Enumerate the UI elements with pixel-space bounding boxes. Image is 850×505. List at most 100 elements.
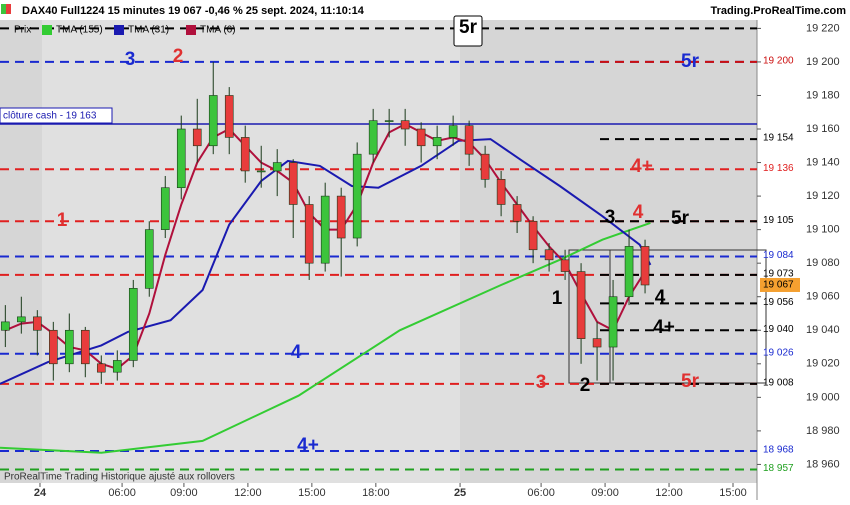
price-swatch-down: [6, 4, 11, 14]
candle-body: [544, 249, 554, 261]
source: Trading.ProRealTime.com: [710, 5, 846, 17]
level-label: 18 968: [763, 445, 794, 456]
last-price-label: 19 067: [763, 280, 794, 291]
price-legend: Prix: [14, 25, 31, 36]
candle-body: [160, 187, 170, 230]
x-tick-label: 24: [34, 487, 47, 499]
x-tick-label: 09:00: [170, 487, 198, 499]
x-tick-label: 06:00: [108, 487, 136, 499]
candle-body: [256, 170, 266, 173]
level-label: 19 105: [763, 215, 794, 226]
annotation-box: [453, 15, 483, 47]
annotation: 3: [125, 49, 136, 70]
candle-body: [400, 120, 410, 130]
annotation: 4+: [653, 317, 675, 338]
candle-body: [512, 204, 522, 222]
x-tick-label: 09:00: [591, 487, 619, 499]
candle-body: [464, 125, 474, 155]
y-tick-label: 18 960: [806, 458, 840, 470]
candle-body: [448, 125, 458, 138]
candle-body: [576, 271, 586, 339]
y-tick-label: 19 040: [806, 324, 840, 336]
candle-body: [560, 259, 570, 272]
y-tick-label: 19 120: [806, 190, 840, 202]
candle-body: [528, 220, 538, 251]
last-price-box: [760, 277, 800, 292]
candle-body: [432, 137, 442, 147]
chart-title: DAX40 Full1224 15 minutes 19 067 -0,46 %…: [22, 5, 365, 17]
annotation: 4: [633, 202, 644, 223]
candle-body: [144, 229, 154, 289]
candle-body: [496, 179, 506, 205]
candle-body: [224, 95, 234, 138]
y-tick-label: 19 220: [806, 22, 840, 34]
annotation: 1: [552, 288, 563, 309]
annotation: 2: [580, 375, 591, 396]
x-tick-label: 06:00: [527, 487, 555, 499]
candle-body: [480, 153, 490, 180]
candle-body: [240, 137, 250, 172]
annotation: 5r: [681, 371, 700, 392]
annotation: 1: [57, 210, 68, 231]
y-tick-label: 19 100: [806, 224, 840, 236]
annotation: 4: [655, 287, 666, 308]
legend-label: TMA (6): [200, 25, 236, 36]
candle-body: [65, 329, 74, 365]
y-tick-label: 19 020: [806, 358, 840, 370]
candle-body: [304, 204, 314, 264]
level-label: 19 073: [763, 269, 794, 280]
candle-body: [112, 360, 122, 373]
level-label: 19 008: [763, 378, 794, 389]
level-label: 18 957: [763, 463, 794, 474]
legend-swatch: [114, 25, 124, 35]
candle-body: [272, 162, 282, 172]
candle-body: [192, 128, 202, 147]
legend-swatch: [186, 25, 196, 35]
level-label: 19 040: [763, 324, 794, 335]
level-label: 19 154: [763, 133, 794, 144]
y-tick-label: 19 180: [806, 89, 840, 101]
candle-body: [592, 338, 602, 348]
annotation: 3: [536, 372, 547, 393]
x-axis-background: [0, 483, 850, 500]
x-tick-label: 12:00: [655, 487, 683, 499]
header-background: [0, 0, 850, 20]
y-tick-label: 18 980: [806, 425, 840, 437]
level-label: 19 056: [763, 297, 794, 308]
annotation: 2: [173, 46, 184, 67]
candle-body: [320, 195, 330, 264]
level-label: 19 200: [763, 56, 794, 67]
candle-body: [624, 246, 634, 298]
candle-body: [176, 128, 186, 189]
footer: ProRealTime Trading Historique ajusté au…: [4, 472, 235, 483]
legend-label: TMA (31): [128, 25, 169, 36]
cloture-box: [0, 107, 113, 124]
candle-body: [368, 120, 378, 155]
candle-body: [640, 246, 650, 286]
candle-body: [33, 316, 42, 331]
level-label: 19 026: [763, 347, 794, 358]
legend-swatch: [42, 25, 52, 35]
tma-line: [0, 221, 651, 454]
annotation: 5r: [459, 17, 478, 38]
candle-body: [208, 95, 218, 147]
y-tick-label: 19 060: [806, 291, 840, 303]
candle-body: [288, 162, 298, 205]
candle-body: [416, 128, 426, 147]
annotation: 3: [605, 207, 616, 228]
y-tick-label: 19 000: [806, 391, 840, 403]
x-tick-label: 12:00: [234, 487, 262, 499]
candle-body: [17, 316, 26, 323]
y-tick-label: 19 160: [806, 123, 840, 135]
candle-body: [1, 321, 10, 331]
session-background: [42, 20, 460, 483]
annotation: 4: [291, 342, 302, 363]
legend-label: TMA (155): [56, 25, 103, 36]
candle-body: [80, 329, 90, 365]
annotation: 4+: [631, 156, 653, 177]
annotation: 5r: [681, 51, 700, 72]
y-tick-label: 19 140: [806, 156, 840, 168]
candle-body: [384, 120, 394, 122]
candle-body: [128, 288, 138, 361]
